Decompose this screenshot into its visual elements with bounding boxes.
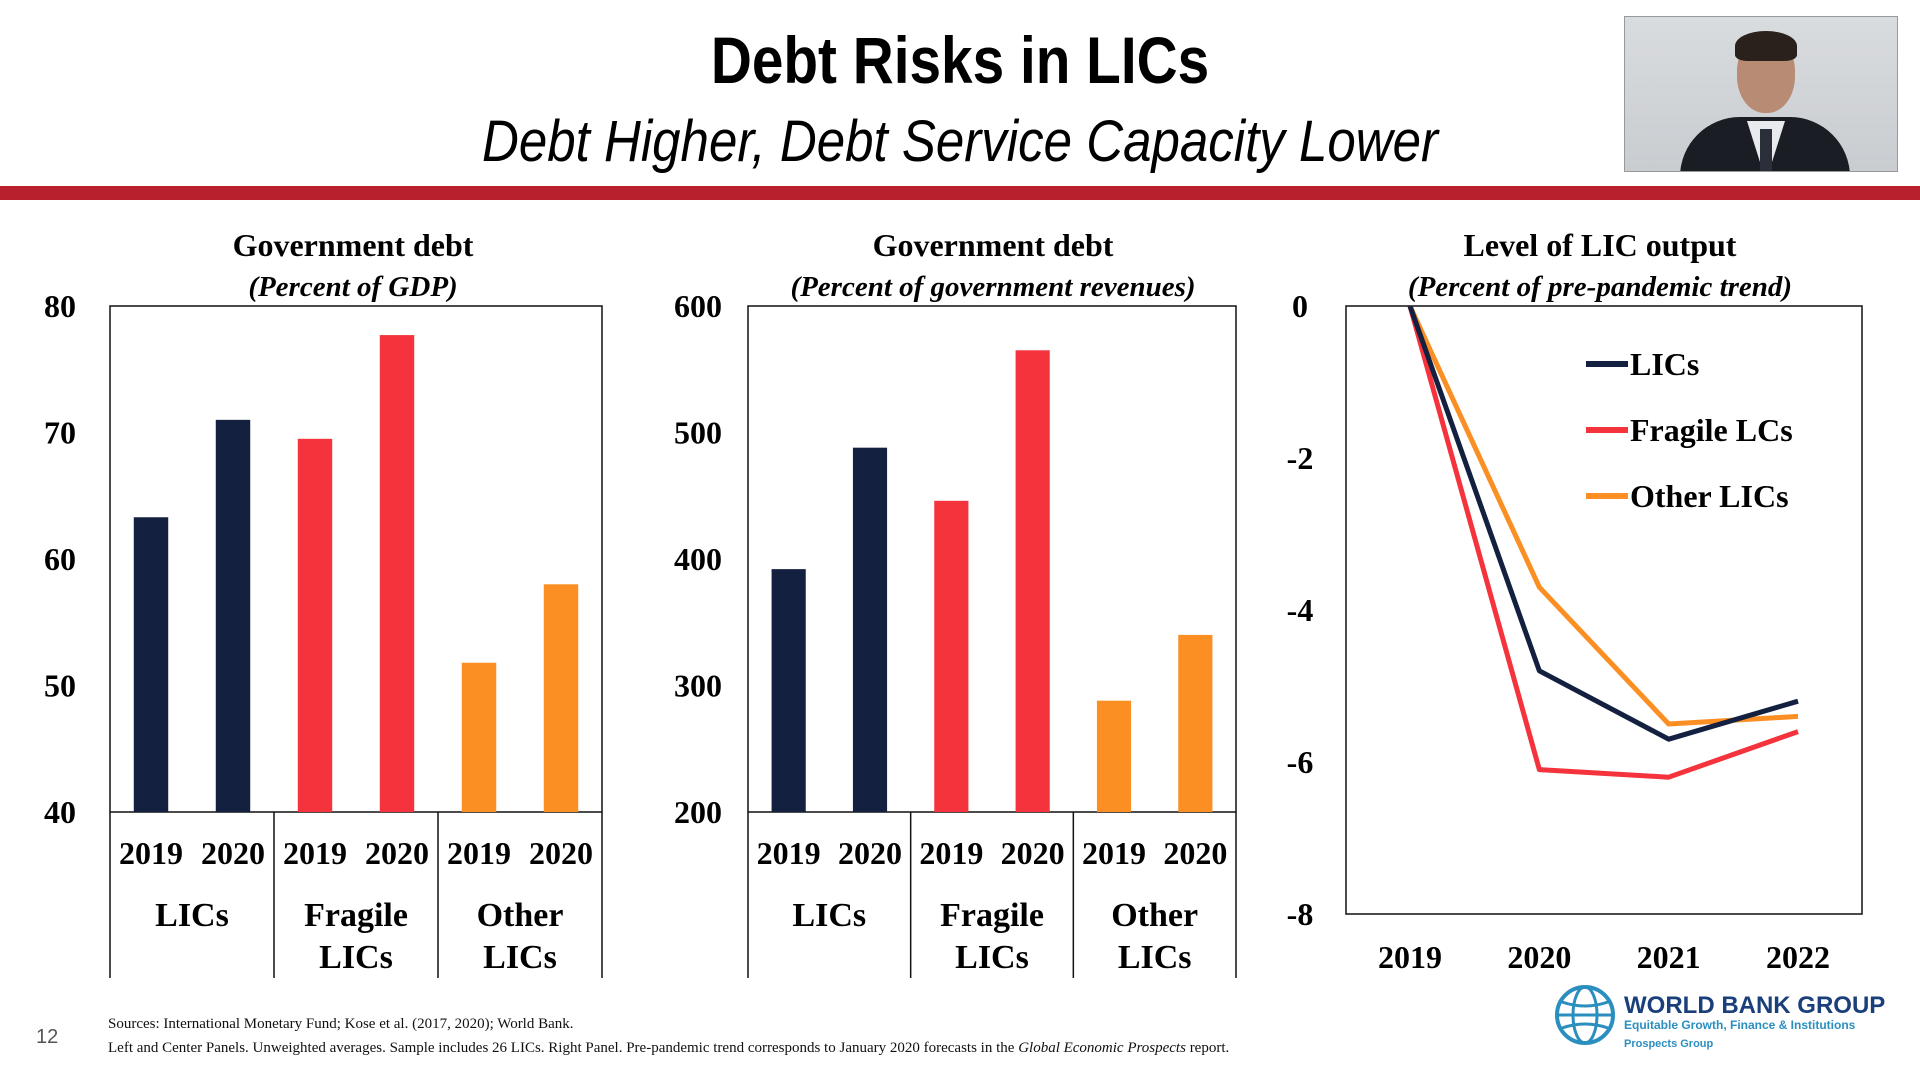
chart1-group-label-line1: Fragile [304, 897, 408, 934]
world-bank-logo: WORLD BANK GROUP Equitable Growth, Finan… [1552, 982, 1892, 1052]
chart2-group-label-line2: LICs [955, 939, 1029, 976]
chart1-title: Government debt [233, 227, 474, 263]
footer-notes: Sources: International Monetary Fund; Ko… [108, 1012, 1229, 1060]
chart1-bar-fragile-lics-2020 [379, 335, 415, 812]
chart3-xtick-label: 2020 [1507, 939, 1571, 975]
footer-note: Left and Center Panels. Unweighted avera… [108, 1036, 1229, 1060]
presenter-hair [1735, 31, 1797, 61]
chart1-subtitle: (Percent of GDP) [248, 271, 457, 303]
chart2-group-label-line1: Fragile [940, 897, 1044, 934]
chart1-ytick-label: 60 [44, 541, 76, 577]
footer-note-italic: Global Economic Prospects [1018, 1040, 1186, 1056]
chart1-ytick-label: 70 [44, 415, 76, 451]
chart1-xtick-year: 2019 [447, 835, 511, 871]
chart2-xtick-year: 2020 [1163, 835, 1227, 871]
chart2-group-label-line1: Other [1111, 897, 1198, 934]
chart2-bar-other-lics-2019 [1096, 700, 1132, 812]
chart2-bar-lics-2019 [771, 569, 806, 812]
chart2-bar-fragile-lics-2020 [1015, 350, 1050, 812]
chart1-plot-frame [109, 305, 603, 813]
title-divider-bar [0, 186, 1920, 200]
chart2-title: Government debt [873, 227, 1114, 263]
logo-tagline: Equitable Growth, Finance & Institutions [1624, 1018, 1856, 1032]
chart2-subtitle: (Percent of government revenues) [790, 271, 1195, 303]
chart1-group-label: LICs [155, 897, 229, 934]
chart3-plot-frame [1345, 305, 1863, 915]
chart1-bar-fragile-lics-2019 [297, 438, 333, 812]
globe-icon [1555, 985, 1615, 1045]
chart3-title: Level of LIC output [1464, 227, 1737, 263]
chart2-plot-frame [747, 305, 1237, 813]
chart2-ytick-label: 500 [674, 415, 722, 451]
chart3-ytick-label: -2 [1287, 440, 1314, 476]
chart1-bar-other-lics-2019 [461, 662, 497, 812]
chart1-group-label-line2: LICs [483, 939, 557, 976]
presenter-webcam [1624, 16, 1898, 172]
logo-name: WORLD BANK GROUP [1624, 992, 1886, 1019]
chart3-xtick-label: 2019 [1378, 939, 1442, 975]
chart3-xtick-label: 2021 [1637, 939, 1701, 975]
chart1-xtick-year: 2019 [119, 835, 183, 871]
slide-title: Debt Risks in LICs [710, 23, 1210, 97]
chart3-subtitle: (Percent of pre-pandemic trend) [1408, 271, 1792, 303]
chart1-group-label-line1: Other [477, 897, 564, 934]
logo-group: Prospects Group [1624, 1038, 1714, 1050]
chart2-xtick-year: 2020 [838, 835, 902, 871]
chart2-bar-fragile-lics-2019 [934, 500, 969, 812]
chart1-bar-lics-2020 [215, 419, 251, 812]
chart2-xtick-year: 2019 [757, 835, 821, 871]
chart1-xtick-year: 2020 [201, 835, 265, 871]
chart3-ytick-label: -4 [1287, 592, 1314, 628]
chart2-xtick-year: 2019 [1082, 835, 1146, 871]
presenter-tie [1760, 129, 1772, 171]
chart1-bar-other-lics-2020 [543, 584, 579, 812]
chart3-series-line-fragile-lcs [1407, 305, 1799, 780]
chart2-ytick-label: 400 [674, 541, 722, 577]
page-number: 12 [36, 1026, 59, 1048]
chart1-ytick-label: 40 [44, 794, 76, 830]
chart3-ytick-label: 0 [1292, 288, 1308, 324]
chart1-xtick-year: 2019 [283, 835, 347, 871]
chart3-legend-label: LICs [1630, 346, 1699, 382]
chart3-legend-label: Other LICs [1630, 478, 1789, 514]
chart3-series-line-lics [1407, 305, 1799, 742]
chart2-group-label: LICs [792, 897, 866, 934]
chart1-xtick-year: 2020 [529, 835, 593, 871]
chart3-ytick-label: -6 [1287, 744, 1314, 780]
chart1-xtick-year: 2020 [365, 835, 429, 871]
chart2-ytick-label: 600 [674, 288, 722, 324]
chart2-group-label-line2: LICs [1118, 939, 1192, 976]
chart3-legend-label: Fragile LCs [1630, 412, 1793, 448]
chart2-bar-other-lics-2020 [1178, 634, 1213, 812]
footer-sources: Sources: International Monetary Fund; Ko… [108, 1016, 574, 1032]
chart1-ytick-label: 50 [44, 668, 76, 704]
chart2-ytick-label: 200 [674, 794, 722, 830]
chart2-xtick-year: 2020 [1001, 835, 1065, 871]
chart1-bar-lics-2019 [133, 517, 169, 812]
chart2-bar-lics-2020 [852, 447, 888, 812]
footer-note-prefix: Left and Center Panels. Unweighted avera… [108, 1040, 1019, 1056]
chart1-ytick-label: 80 [44, 288, 76, 324]
chart2-xtick-year: 2019 [919, 835, 983, 871]
chart3-xtick-label: 2022 [1766, 939, 1830, 975]
chart1-group-label-line2: LICs [319, 939, 393, 976]
footer-note-suffix: report. [1185, 1040, 1230, 1056]
chart2-ytick-label: 300 [674, 668, 722, 704]
chart3-ytick-label: -8 [1287, 896, 1314, 932]
slide-subtitle: Debt Higher, Debt Service Capacity Lower [481, 109, 1439, 174]
